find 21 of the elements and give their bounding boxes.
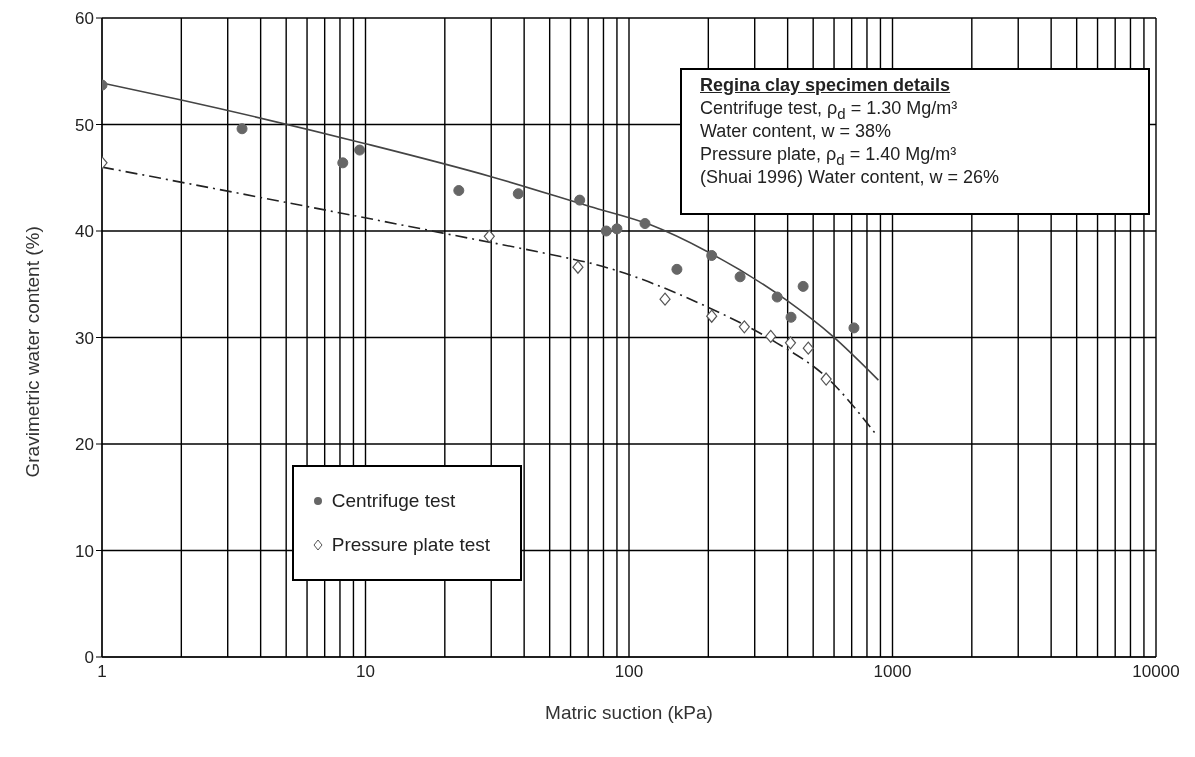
y-tick-label: 10 [75,541,94,561]
annotation: Pressure plate, ρ$_{d}$ = 1.40 Mg/m³ [700,143,958,168]
y-tick-label: 30 [75,328,94,348]
y-tick-label: 20 [75,435,94,455]
legend-label: Centrifuge test [331,490,456,513]
annotation: Regina clay specimen details [700,74,952,97]
y-axis-title: Gravimetric water content (%) [21,226,43,478]
y-tick-label: 50 [75,115,94,135]
x-tick-label: 10 [356,662,375,682]
legend-label: Pressure plate test [331,534,491,557]
x-tick-label: 100 [614,662,644,682]
x-axis-title: Matric suction (kPa) [545,702,713,723]
y-tick-label: 60 [75,9,94,29]
y-tick-label: 40 [75,222,94,242]
x-tick-label: 1 [97,662,107,682]
annotation: Centrifuge test, ρ$_{d}$ = 1.30 Mg/m³ [700,97,959,122]
x-tick-label: 10000 [1132,662,1180,682]
annotation: Water content, w = 38% [700,120,892,143]
x-tick-label: 1000 [873,662,912,682]
annotation: (Shuai 1996) Water content, w = 26% [700,166,1000,189]
y-tick-label: 0 [84,648,94,668]
